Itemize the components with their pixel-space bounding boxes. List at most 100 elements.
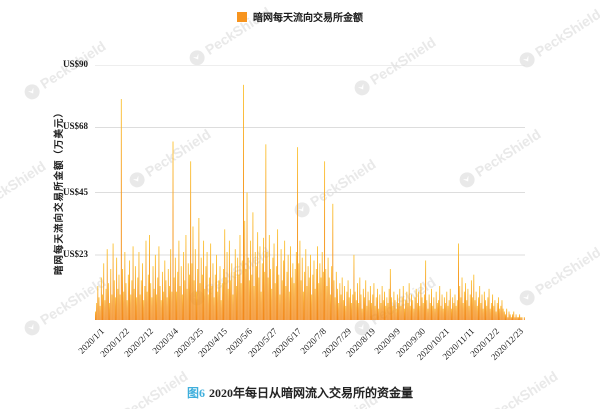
bar <box>187 263 189 320</box>
bar <box>454 294 456 320</box>
bar <box>416 303 418 320</box>
bar <box>447 305 449 320</box>
bar <box>523 317 525 320</box>
bar <box>354 291 356 320</box>
bar <box>372 294 374 320</box>
bar <box>266 252 268 320</box>
bar <box>167 269 169 320</box>
bar <box>160 300 162 320</box>
bar <box>207 294 209 320</box>
bar <box>178 240 180 320</box>
bar <box>512 314 514 320</box>
y-tick-label: US$90 <box>62 59 88 69</box>
bar <box>137 277 139 320</box>
bar <box>500 305 502 320</box>
bar <box>460 297 462 320</box>
bar <box>446 291 448 320</box>
bar <box>311 294 313 320</box>
bar <box>461 277 463 320</box>
bar <box>421 297 423 320</box>
bar <box>255 266 257 320</box>
bar <box>402 286 404 320</box>
bar <box>409 305 411 320</box>
bar <box>382 300 384 320</box>
bar <box>151 297 153 320</box>
bar <box>111 294 113 320</box>
bar <box>152 266 154 320</box>
y-tick-label: US$23 <box>62 248 88 259</box>
bar <box>106 249 108 320</box>
bar <box>346 291 348 320</box>
bar <box>366 305 368 320</box>
bar <box>450 308 452 320</box>
bar <box>183 252 185 320</box>
bar <box>203 240 205 320</box>
bar <box>219 266 221 320</box>
bar <box>315 269 317 320</box>
bar <box>517 317 519 320</box>
peckshield-logo-icon <box>21 81 43 102</box>
bar <box>186 288 188 320</box>
bar <box>465 283 467 320</box>
bar <box>318 283 320 320</box>
bar <box>341 277 343 320</box>
peckshield-logo-icon <box>21 317 43 338</box>
bar <box>122 269 123 320</box>
bar <box>260 291 262 320</box>
bar <box>398 303 400 320</box>
bar <box>176 291 178 320</box>
bar <box>143 300 145 320</box>
bar <box>320 277 322 320</box>
bar <box>335 271 337 320</box>
bar <box>367 291 369 320</box>
bar <box>419 305 421 320</box>
bar <box>241 260 243 320</box>
bar <box>99 305 101 320</box>
bar <box>475 291 477 320</box>
bar <box>359 277 361 320</box>
bar <box>150 283 152 320</box>
bar <box>358 303 360 320</box>
bar <box>473 274 475 320</box>
bar <box>418 291 420 320</box>
bar <box>472 297 474 320</box>
bar <box>413 308 415 320</box>
bar <box>282 260 284 320</box>
bar <box>132 246 134 320</box>
bar <box>145 240 147 320</box>
bar <box>349 288 351 320</box>
bar <box>411 294 412 320</box>
bar <box>164 260 166 320</box>
bar <box>177 271 179 320</box>
bar <box>285 286 287 320</box>
bar <box>408 283 410 320</box>
bar <box>449 288 451 320</box>
bar <box>483 291 485 320</box>
bar <box>198 218 200 320</box>
bar <box>396 294 398 320</box>
bar <box>505 314 506 320</box>
bar <box>434 308 436 320</box>
bar <box>292 263 294 320</box>
bar <box>317 246 318 320</box>
bar <box>136 297 138 320</box>
bar <box>448 300 450 320</box>
bar <box>161 271 163 320</box>
bar <box>355 300 357 320</box>
bar <box>388 288 390 320</box>
bar <box>154 254 156 320</box>
bar <box>226 252 228 320</box>
bar <box>385 305 387 320</box>
bar <box>458 243 459 320</box>
bar <box>200 257 202 320</box>
bar <box>281 280 283 320</box>
bar <box>126 300 128 320</box>
bar <box>247 257 249 320</box>
bar <box>337 288 338 320</box>
bar <box>373 283 375 320</box>
bar <box>243 84 244 320</box>
bar <box>478 297 479 320</box>
watermark-text: PeckShield <box>532 243 600 298</box>
plot-area <box>95 65 525 320</box>
bar <box>234 249 236 320</box>
